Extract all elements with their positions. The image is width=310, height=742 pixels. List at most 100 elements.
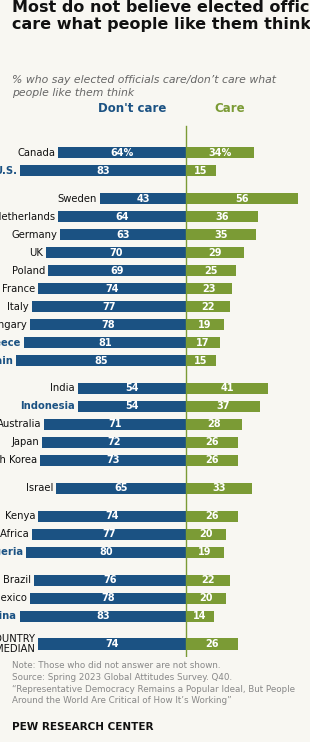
Text: 26: 26 [205,456,219,465]
Bar [186,383,268,394]
Bar [24,337,186,348]
Text: U.S.: U.S. [0,165,17,176]
Text: Hungary: Hungary [0,320,27,329]
Bar [186,418,242,430]
Text: 33: 33 [212,483,226,493]
Bar [38,638,186,650]
Text: Poland: Poland [12,266,45,275]
Text: 83: 83 [96,165,110,176]
Text: 80: 80 [99,548,113,557]
Bar [186,301,230,312]
Bar [186,483,252,494]
Text: 20: 20 [199,529,213,539]
Bar [30,319,186,330]
Bar [186,355,216,366]
Text: 20: 20 [199,593,213,603]
Text: Sweden: Sweden [58,194,97,203]
Text: Most do not believe elected officials
care what people like them think: Most do not believe elected officials ca… [12,0,310,32]
Bar [44,418,186,430]
Text: 56: 56 [235,194,249,203]
Bar [78,383,186,394]
Bar [46,247,186,258]
Bar [30,593,186,604]
Text: 71: 71 [108,419,122,430]
Text: 23: 23 [202,283,216,294]
Text: 29: 29 [208,248,222,257]
Text: Germany: Germany [11,229,57,240]
Text: Indonesia: Indonesia [20,401,75,411]
Text: 70: 70 [109,248,123,257]
Bar [100,193,186,204]
Bar [186,611,214,622]
Bar [34,574,186,585]
Text: % who say elected officials care/don’t care what
people like them think: % who say elected officials care/don’t c… [12,75,277,98]
Bar [56,483,186,494]
Text: 83: 83 [96,611,110,621]
Text: Kenya: Kenya [5,511,35,521]
Text: 41: 41 [220,384,234,393]
Text: Don't care: Don't care [98,102,166,115]
Text: Greece: Greece [0,338,21,347]
Text: PEW RESEARCH CENTER: PEW RESEARCH CENTER [12,722,154,732]
Text: 64: 64 [115,211,129,222]
Text: 25: 25 [204,266,218,275]
Text: 14: 14 [193,611,207,621]
Bar [20,611,186,622]
Text: India: India [50,384,75,393]
Text: 77: 77 [102,529,116,539]
Text: 26: 26 [205,438,219,447]
Text: 17: 17 [196,338,210,347]
Text: 63: 63 [116,229,130,240]
Bar [186,574,230,585]
Text: South Africa: South Africa [0,529,29,539]
Bar [58,211,186,222]
Text: 76: 76 [103,575,117,585]
Text: 54: 54 [125,384,139,393]
Text: 78: 78 [101,593,115,603]
Bar [58,147,186,158]
Text: France: France [2,283,35,294]
Text: Israel: Israel [26,483,53,493]
Text: 65: 65 [114,483,128,493]
Text: 74: 74 [105,639,119,649]
Text: Spain: Spain [0,355,13,366]
Text: Japan: Japan [11,438,39,447]
Bar [186,265,236,276]
Text: 85: 85 [94,355,108,366]
Text: 74: 74 [105,283,119,294]
Text: UK: UK [29,248,43,257]
Text: 43: 43 [136,194,150,203]
Text: Brazil: Brazil [3,575,31,585]
Text: 54: 54 [125,401,139,411]
Text: 34%: 34% [208,148,232,157]
Text: 64%: 64% [110,148,134,157]
Text: 81: 81 [98,338,112,347]
Bar [186,319,224,330]
Text: Mexico: Mexico [0,593,27,603]
Bar [40,455,186,466]
Text: 78: 78 [101,320,115,329]
Text: Netherlands: Netherlands [0,211,55,222]
Bar [186,401,260,412]
Text: 15: 15 [194,165,208,176]
Text: 22: 22 [201,575,215,585]
Text: 19: 19 [198,320,212,329]
Text: 36: 36 [215,211,229,222]
Bar [186,211,258,222]
Text: 26: 26 [205,639,219,649]
Text: 35: 35 [214,229,228,240]
Bar [20,165,186,176]
Bar [186,247,244,258]
Bar [186,593,226,604]
Text: 72: 72 [107,438,121,447]
Text: Care: Care [215,102,245,115]
Bar [186,638,238,650]
Bar [48,265,186,276]
Bar [186,510,238,522]
Bar [186,229,256,240]
Text: South Korea: South Korea [0,456,37,465]
Text: 69: 69 [110,266,124,275]
Bar [186,455,238,466]
Text: 19: 19 [198,548,212,557]
Text: 28: 28 [207,419,221,430]
